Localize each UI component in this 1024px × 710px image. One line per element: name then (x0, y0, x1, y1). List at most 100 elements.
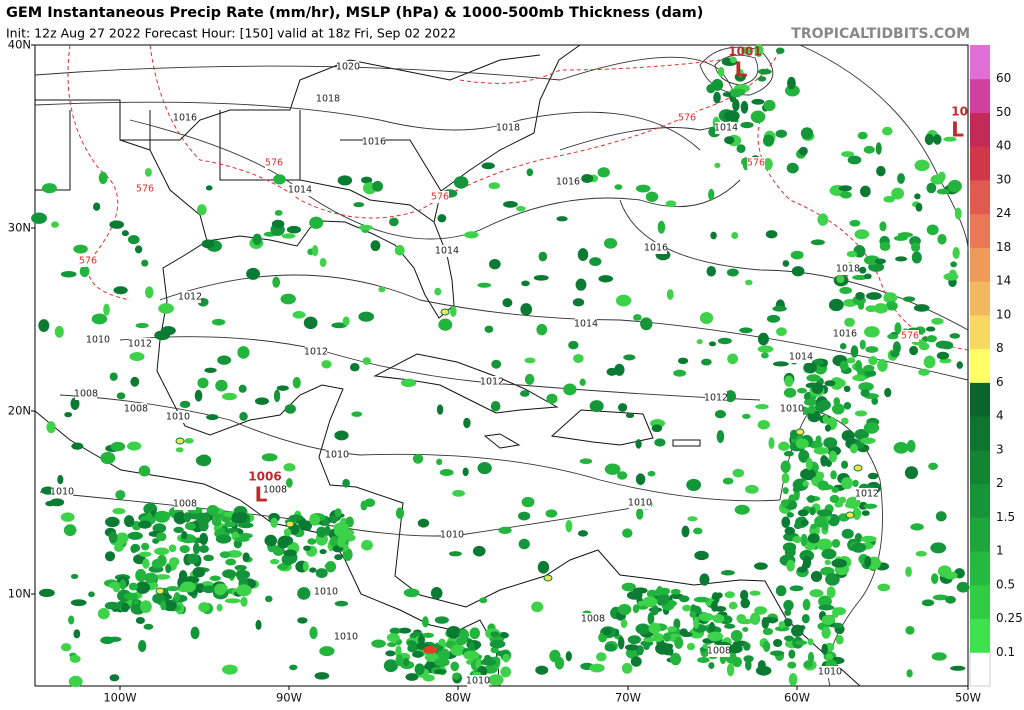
precip-cell (400, 378, 417, 388)
precip-cell (824, 424, 831, 432)
precip-cell (621, 662, 633, 674)
precip-cell (932, 134, 942, 145)
precip-cell (184, 522, 196, 531)
precip-cell (139, 551, 152, 557)
precip-cell (750, 110, 766, 124)
precip-cell (740, 589, 749, 601)
precip-cell (839, 496, 847, 504)
precip-cell (103, 303, 110, 316)
precip-cell (745, 279, 753, 286)
precip-cell (422, 674, 435, 682)
precip-cell (632, 604, 640, 614)
isobar-label-bg (335, 631, 357, 643)
precip-cell (70, 599, 87, 607)
precip-cell (817, 213, 829, 226)
precip-cell (166, 585, 180, 592)
precip-cell (280, 293, 296, 305)
precip-cell (713, 91, 721, 104)
precip-cell (116, 392, 126, 400)
precip-cell (448, 551, 462, 557)
precip-cell (238, 384, 247, 393)
precip-cell (817, 480, 829, 491)
precip-cell (135, 581, 151, 594)
isobar-label: 1008 (263, 485, 287, 496)
precip-cell (271, 219, 285, 228)
precip-cell (575, 278, 587, 291)
precip-cell (663, 632, 672, 642)
colorbar-label: 6 (996, 375, 1004, 389)
precip-cell (693, 527, 703, 535)
precip-cell (780, 499, 790, 507)
precip-cell (757, 660, 766, 671)
precip-cell (179, 400, 191, 409)
isobar-label: 1014 (789, 352, 813, 363)
precip-cell (273, 389, 281, 403)
precip-cell (821, 626, 831, 639)
precip-cell (190, 626, 200, 640)
precip-cell (784, 609, 792, 616)
precip-cell (926, 335, 937, 343)
precip-cell (158, 303, 174, 314)
precip-cell (565, 651, 572, 662)
precip-cell (285, 478, 293, 488)
precip-cell (169, 557, 180, 567)
lat-label: 40N (8, 38, 31, 52)
precip-cell (349, 363, 360, 372)
precip-cell (146, 512, 153, 521)
precip-cell (292, 376, 301, 389)
precip-cell (854, 428, 869, 440)
precip-cell (924, 133, 934, 146)
precip-cell (783, 599, 794, 611)
isobar-label: 1014 (435, 246, 459, 257)
precip-cell (276, 564, 289, 570)
precip-cell (572, 298, 585, 307)
precip-cell (642, 596, 658, 608)
precip-cell (806, 374, 821, 382)
precip-cell (225, 558, 237, 566)
precip-cell (931, 652, 947, 661)
precip-cell (91, 313, 108, 325)
precip-cell (781, 472, 790, 484)
isobar-label: 1016 (362, 137, 386, 148)
precip-cell (240, 596, 248, 607)
precip-cell (237, 522, 254, 529)
isobar-label-bg (834, 328, 856, 340)
precip-cell (334, 430, 349, 441)
precip-cell (395, 654, 404, 667)
precip-cell (956, 581, 970, 593)
precip-cell (828, 298, 844, 312)
precip-cell (708, 662, 715, 669)
precip-cell (893, 441, 909, 454)
precip-cell (283, 463, 296, 472)
precip-cell (333, 524, 343, 536)
precip-cell (871, 397, 879, 405)
precip-cell (199, 532, 209, 545)
colorbar-segment (970, 78, 990, 113)
precip-cell (334, 508, 342, 518)
colorbar-segment (970, 45, 990, 80)
colorbar-segment (970, 281, 990, 316)
precip-cell (803, 398, 818, 406)
precip-cell (477, 462, 492, 475)
precip-cell (38, 319, 50, 333)
colorbar-label: 0.5 (996, 577, 1015, 591)
precip-cell (936, 188, 950, 195)
precip-cell (215, 583, 228, 594)
precip-cell (284, 404, 296, 414)
isobar-label: 1014 (714, 123, 738, 134)
isobar-label-bg (705, 392, 727, 404)
precip-cell (865, 305, 878, 313)
precip-cell (545, 509, 558, 518)
precip-cell (64, 411, 73, 418)
precip-cell (838, 185, 852, 192)
precip-cell (707, 631, 724, 642)
precip-core (853, 464, 863, 472)
colorbar-segment (970, 112, 990, 147)
precip-cell (316, 526, 327, 538)
precip-cell (797, 387, 808, 394)
precip-cell (825, 653, 834, 662)
precip-cell (860, 437, 876, 444)
precip-cell (100, 636, 115, 645)
isobar-label: 1016 (173, 113, 197, 124)
precip-cell (740, 100, 749, 114)
